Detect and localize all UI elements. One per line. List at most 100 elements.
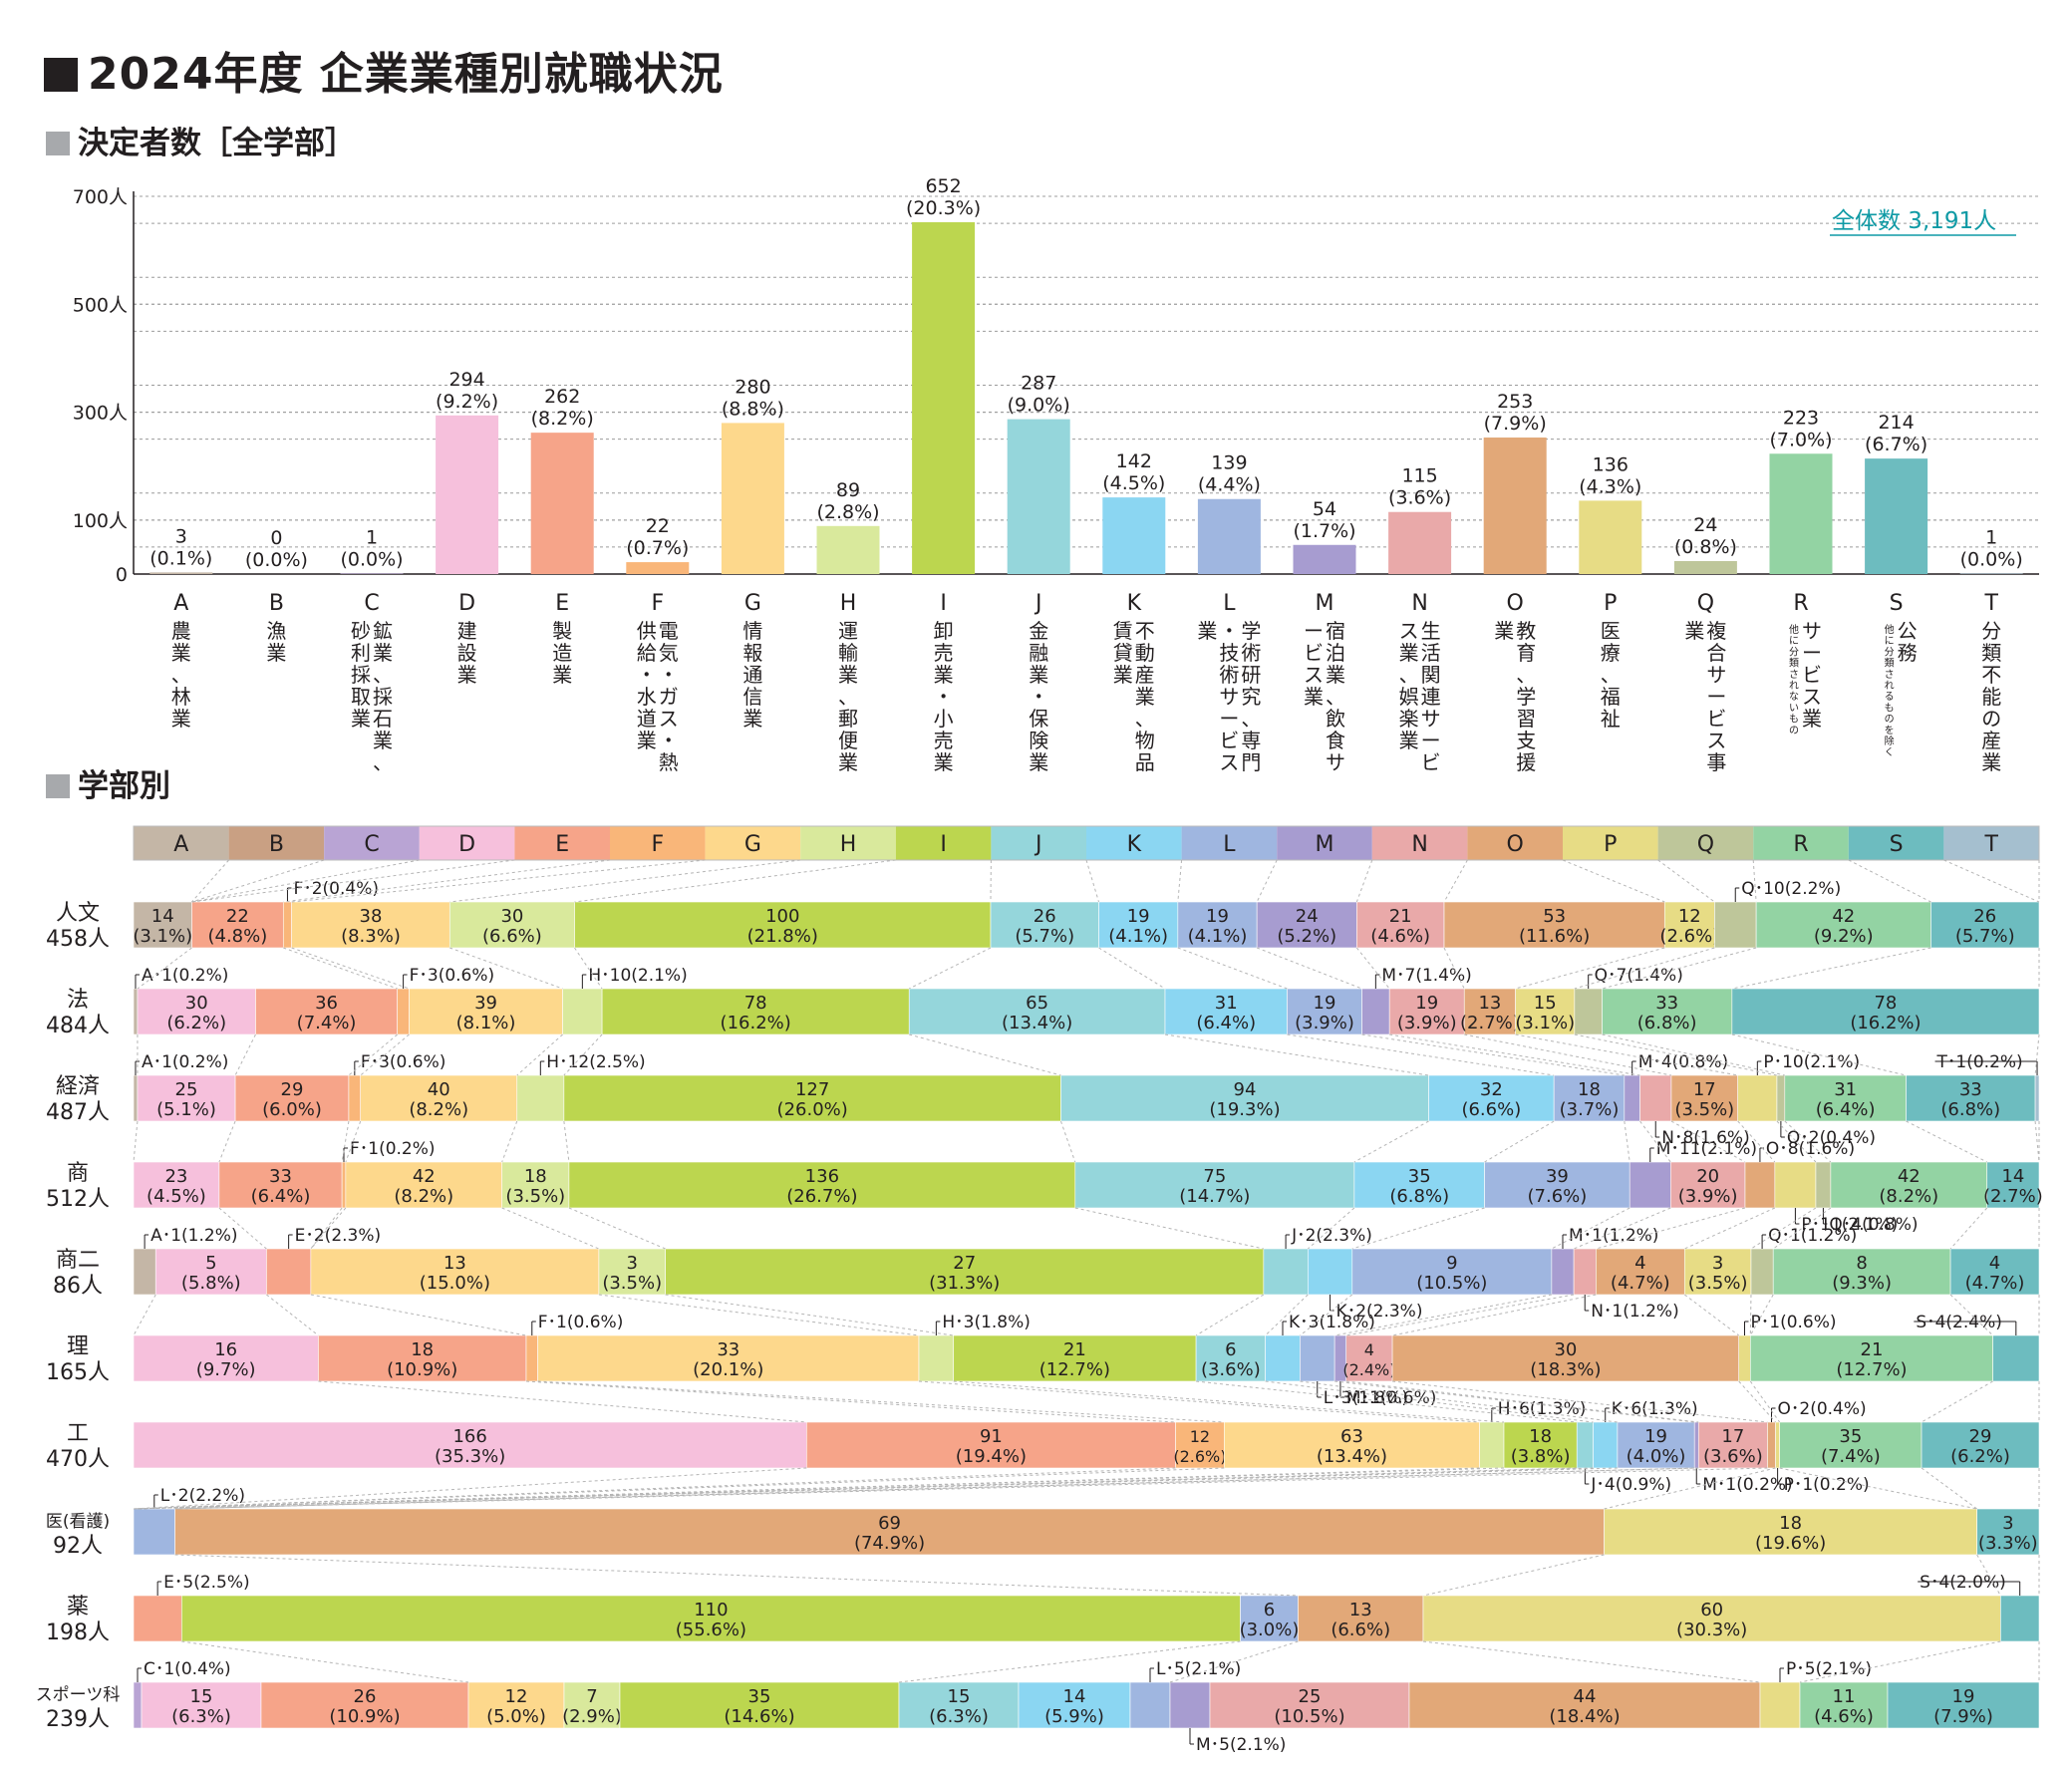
segment-D xyxy=(133,1161,220,1209)
industry-name-char: ビ xyxy=(1421,750,1441,774)
connector xyxy=(1639,1120,1671,1163)
bar-T xyxy=(1959,573,2023,574)
bar-K xyxy=(1102,497,1166,574)
bar-value-label: 89 xyxy=(836,479,860,501)
segment-I xyxy=(180,1595,1241,1642)
segment-value: 19 xyxy=(1314,993,1336,1014)
industry-name-char: 、 xyxy=(1135,707,1155,731)
y-tick-label: 0 xyxy=(116,564,128,586)
segment-N xyxy=(1573,1248,1597,1296)
segment-value: 3 xyxy=(2002,1513,2013,1534)
header-label: D xyxy=(458,832,475,857)
connector xyxy=(1334,1380,1695,1423)
industry-name-char: 給 xyxy=(637,641,657,665)
bar-percent-label: (9.2%) xyxy=(436,391,498,413)
segment-K xyxy=(1164,988,1288,1035)
segment-value: 18 xyxy=(524,1166,547,1187)
segment-C xyxy=(133,1681,143,1729)
bar-value-label: 136 xyxy=(1593,453,1628,475)
connector xyxy=(218,1120,236,1163)
header-cell-C xyxy=(324,826,420,860)
callout-label: M･4(0.8%) xyxy=(1638,1052,1728,1072)
industry-name-char: 学 xyxy=(1241,619,1261,643)
header-cell-I xyxy=(895,826,992,860)
connector xyxy=(2034,1120,2040,1163)
industry-name-char: 電 xyxy=(659,619,679,643)
segment-N xyxy=(1356,901,1445,949)
header-label: O xyxy=(1507,832,1524,857)
industry-name-char: 不 xyxy=(1135,619,1155,643)
segment-percent: (5.2%) xyxy=(1277,926,1336,947)
x-tick-label: I xyxy=(940,591,947,616)
industry-name-char: 取 xyxy=(351,685,371,709)
segment-H xyxy=(448,901,575,949)
connector xyxy=(1738,1380,1776,1423)
segment-percent: (3.1%) xyxy=(1515,1013,1575,1033)
header-label: B xyxy=(269,832,284,857)
connector xyxy=(174,1467,1768,1510)
connector xyxy=(918,1380,1480,1423)
segment-I xyxy=(619,1681,900,1729)
header-cell-B xyxy=(228,826,325,860)
segment-value: 42 xyxy=(413,1166,436,1187)
industry-name-char: 不 xyxy=(1981,663,2001,687)
y-tick-label: 100人 xyxy=(73,510,128,532)
title-square-icon xyxy=(44,58,78,92)
industry-name-char: ・ xyxy=(1029,685,1048,709)
connector xyxy=(191,859,325,903)
segment-percent: (3.5%) xyxy=(505,1186,565,1207)
industry-name-char: 造 xyxy=(552,641,572,665)
callout-label: H･3(1.8%) xyxy=(942,1313,1031,1332)
callout-label: A･1(1.2%) xyxy=(150,1226,237,1246)
bar-percent-label: (9.0%) xyxy=(1008,395,1070,417)
x-tick-label: Q xyxy=(1697,591,1714,616)
bar-value-label: 262 xyxy=(544,386,580,408)
header-label: G xyxy=(744,832,761,857)
segment-M xyxy=(1624,1074,1640,1122)
x-tick-label: L xyxy=(1223,591,1236,616)
industry-name-char: 金 xyxy=(1029,619,1048,643)
faculty-name: 人文 xyxy=(56,901,100,926)
connector xyxy=(1422,1640,1761,1683)
industry-name-char: 気 xyxy=(659,641,679,665)
segment-O xyxy=(1408,1681,1761,1729)
faculty-name: 薬 xyxy=(67,1595,89,1619)
segment-value: 20 xyxy=(1696,1166,1719,1187)
callout-label: F･3(0.6%) xyxy=(410,966,495,986)
industry-name-char: 、 xyxy=(171,663,191,687)
industry-name-char: サ xyxy=(1326,750,1345,774)
connector xyxy=(525,1380,1176,1423)
callout-label: T･1(0.2%) xyxy=(1936,1052,2023,1072)
segment-P xyxy=(1515,988,1576,1035)
industry-name-char: 公 xyxy=(1898,619,1918,643)
bar-percent-label: (7.9%) xyxy=(1484,413,1547,435)
industry-name-char: 業 xyxy=(457,663,477,687)
segment-percent: (4.8%) xyxy=(207,926,267,947)
callout-label: M･1(0.2%) xyxy=(1702,1475,1792,1495)
callout-label: L･3(1.8%) xyxy=(1324,1388,1408,1408)
connector-lines xyxy=(133,1294,2040,1336)
industry-name-char: ビ xyxy=(1802,663,1822,687)
bar-value-label: 142 xyxy=(1116,450,1152,472)
header-cell-D xyxy=(419,826,515,860)
segment-value: 27 xyxy=(953,1253,976,1274)
connector xyxy=(1334,1294,1552,1336)
header-label: H xyxy=(840,832,857,857)
industry-name-char: 林 xyxy=(171,685,191,709)
bar-value-label: 223 xyxy=(1783,407,1819,429)
industry-name-char: 、 xyxy=(1516,663,1536,687)
industry-name-char: 業 xyxy=(1399,729,1419,752)
segment-percent: (20.1%) xyxy=(693,1359,763,1380)
connector xyxy=(1098,947,1166,990)
industry-name-char: 業 xyxy=(1399,641,1419,665)
segment-value: 4 xyxy=(1634,1253,1645,1274)
segment-percent: (21.8%) xyxy=(747,926,818,947)
header-label: Q xyxy=(1697,832,1714,857)
segment-O xyxy=(1391,1334,1740,1382)
industry-name-char: 、 xyxy=(373,750,393,774)
industry-name-char: ー xyxy=(1304,619,1324,643)
segment-value: 18 xyxy=(1578,1079,1601,1100)
industry-name-char: 砂 xyxy=(351,619,371,643)
connector-lines xyxy=(133,1120,2040,1163)
